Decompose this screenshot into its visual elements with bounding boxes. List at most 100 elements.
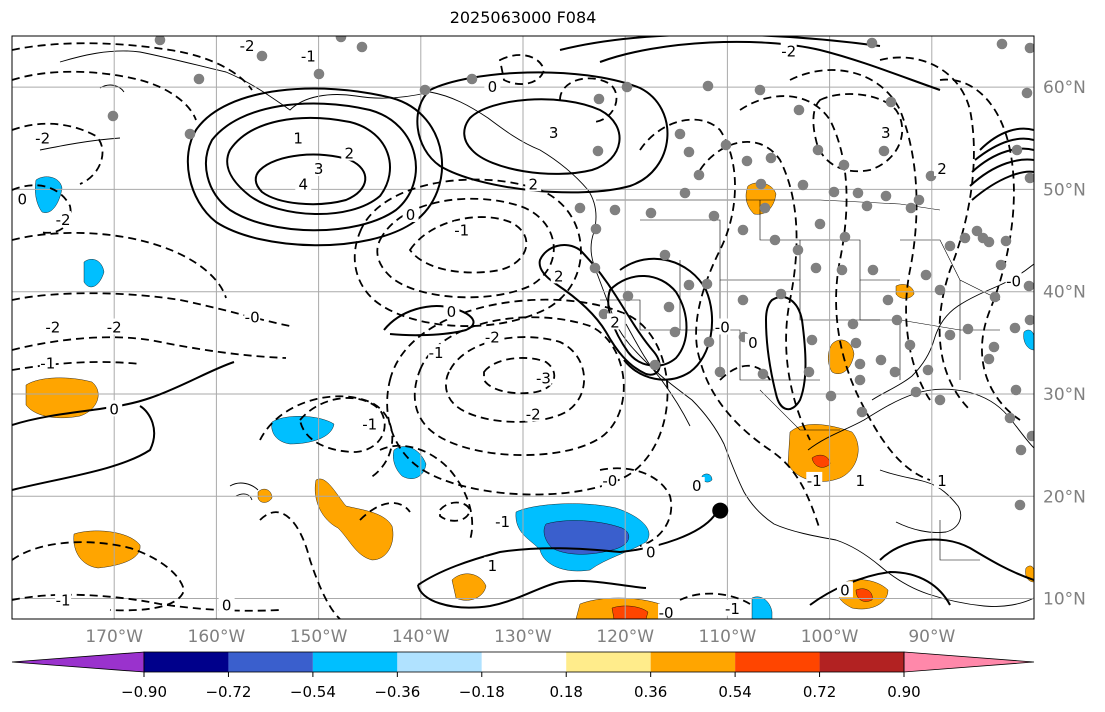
station-dot (466, 73, 478, 85)
contour-label: 1 (488, 557, 498, 575)
contour-label-bg (658, 603, 675, 619)
contour-label-bg (239, 37, 256, 54)
contour-label-bg (443, 303, 460, 320)
station-dot (880, 190, 892, 202)
lon-tick-label: 100°W (801, 627, 859, 647)
colorbar-segment (735, 652, 820, 672)
shade-blue-small-south (751, 596, 773, 619)
station-dot (836, 264, 848, 276)
colorbar-extend-high (903, 651, 1035, 673)
station-dot (679, 187, 691, 199)
station-dot (905, 202, 917, 214)
contour-label: -2 (56, 211, 71, 229)
station-dot (757, 368, 769, 380)
station-dot (622, 290, 634, 302)
station-dot (944, 240, 956, 252)
contour-label: -1 (495, 513, 510, 531)
station-dot (1024, 314, 1034, 326)
station-dot (810, 262, 822, 274)
contour-label-bg (244, 308, 261, 325)
station-dot (702, 80, 714, 92)
station-dot (184, 128, 196, 140)
lon-tick-label: 110°W (699, 627, 757, 647)
station-dot (419, 84, 431, 96)
station-dot (812, 144, 824, 156)
station-dot (995, 259, 1007, 271)
shade-orange-west-south (73, 530, 141, 569)
station-dot (683, 279, 695, 291)
contour-label: 2 (344, 145, 354, 163)
contour-label-bg (218, 596, 235, 613)
station-dot (755, 178, 767, 190)
station-dot (669, 326, 681, 338)
map-frame (11, 35, 1035, 620)
contour-label-bg (55, 211, 72, 228)
contour-label-bg (39, 354, 56, 371)
station-dot (590, 223, 602, 235)
station-dot (598, 308, 610, 320)
station-dot (814, 218, 826, 230)
station-dot (803, 366, 815, 378)
station-dot (693, 169, 705, 181)
station-dot (962, 323, 974, 335)
colorbar-segment (312, 652, 398, 672)
lat-tick-label: 30°N (1043, 385, 1086, 405)
station-dot (922, 364, 934, 376)
station-dot (850, 337, 862, 349)
lon-tick-label: 90°W (908, 627, 955, 647)
contour-label-bg (484, 328, 501, 345)
contour-label-bg (44, 318, 61, 335)
station-dot (913, 194, 925, 206)
contour-label: 0 (692, 477, 702, 495)
contour-label: 1 (293, 129, 303, 147)
station-dot (313, 68, 325, 80)
station-dot (1021, 87, 1033, 99)
colorbar-extend-low (11, 651, 145, 673)
contour-label: 1 (937, 472, 947, 490)
contour-label: 0 (488, 78, 498, 96)
contour-label: -0 (715, 319, 730, 337)
colorbar-tick-label: −0.90 (121, 683, 167, 701)
station-dot (793, 104, 805, 116)
station-dot (882, 294, 894, 306)
contour-label: 3 (881, 124, 891, 142)
station-dot (1010, 384, 1022, 396)
station-dot (1024, 172, 1034, 184)
station-dot (609, 204, 621, 216)
lat-tick-label: 50°N (1043, 180, 1086, 200)
contour-label-bg (428, 344, 445, 361)
colorbar-segment (228, 652, 313, 672)
station-dot (867, 264, 879, 276)
station-dots (107, 36, 1034, 511)
contour-label: 0 (222, 597, 232, 615)
contour-label-bg (290, 129, 307, 146)
lon-tick-label: 120°W (596, 627, 654, 647)
contour-label: -1 (362, 416, 377, 434)
station-dot (925, 170, 937, 182)
shade-red-south (611, 605, 649, 619)
station-dot (861, 200, 873, 212)
station-dot (335, 36, 347, 43)
station-dot (765, 152, 777, 164)
contour-label: -2 (240, 37, 255, 55)
station-dot (891, 314, 903, 326)
colorbar-tick-label: 0.72 (803, 683, 836, 701)
station-dot (589, 262, 601, 274)
station-dot (806, 334, 818, 346)
contour-label: -0 (659, 604, 674, 622)
station-dot (107, 110, 119, 122)
contour-label-bg (484, 556, 501, 573)
station-dot (592, 145, 604, 157)
contour-label: -3 (536, 370, 551, 388)
station-dot (683, 146, 695, 158)
contour-label: -2 (35, 129, 50, 147)
contour-label: 2 (937, 160, 947, 178)
station-dot (769, 234, 781, 246)
storm-center-marker (712, 502, 729, 519)
colorbar-tick-label: 0.36 (634, 683, 667, 701)
colorbar-segment (397, 652, 482, 672)
station-dot (934, 394, 946, 406)
station-dot (878, 145, 890, 157)
